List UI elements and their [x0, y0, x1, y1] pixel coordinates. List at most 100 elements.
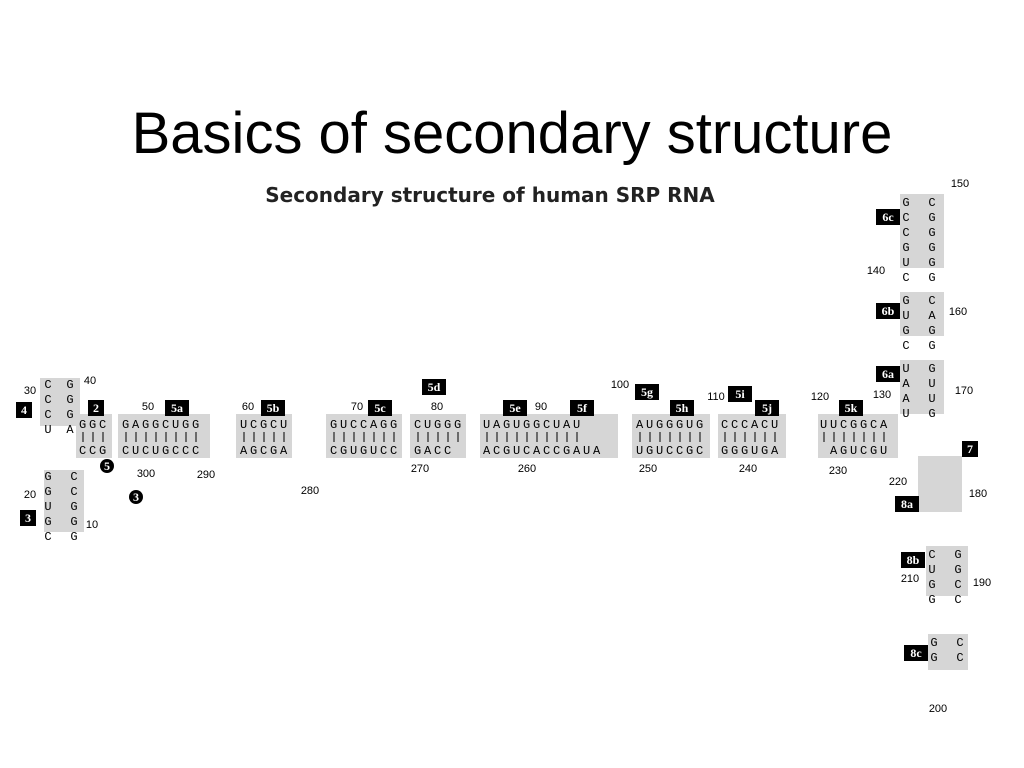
helix-marker: [16, 402, 32, 418]
helix-label: 5i: [735, 387, 745, 401]
vertical-strand: UAAU: [899, 362, 913, 422]
helix-marker: [876, 366, 900, 382]
helix-box: [818, 414, 898, 458]
helix-marker: [876, 303, 900, 319]
helix-marker: [165, 400, 189, 416]
figure-title: Secondary structure of human SRP RNA: [265, 183, 715, 207]
helix-marker: [129, 490, 143, 504]
bottom-strand: ACGUCACCGAUA: [483, 444, 603, 458]
position-number: 90: [535, 401, 547, 413]
helix-marker: [100, 459, 114, 473]
position-number: 210: [901, 573, 919, 585]
vertical-strand: GUUG: [925, 362, 939, 422]
helix-label: 4: [21, 403, 27, 417]
helix-box: [632, 414, 710, 458]
helix-marker: [503, 400, 527, 416]
helix-marker: [368, 400, 392, 416]
helix-label: 3: [25, 511, 31, 525]
bottom-strand: AGUCGU: [830, 444, 890, 458]
position-number: 70: [351, 401, 363, 413]
helix-label: 5j: [762, 401, 772, 415]
helix-label: 8c: [910, 646, 922, 660]
position-number: 230: [829, 465, 847, 477]
top-strand: UAGUGGCUAU: [483, 418, 583, 432]
helix-label: 5b: [267, 401, 280, 415]
vertical-strand: CGGGGG: [925, 196, 939, 286]
position-number: 150: [951, 178, 969, 190]
vertical-strand: CAGG: [925, 294, 939, 354]
position-number: 260: [518, 463, 536, 475]
top-strand: CCCACU: [721, 418, 781, 432]
helix-box: [928, 634, 968, 670]
position-number: 190: [973, 577, 991, 589]
helix-box: [900, 360, 944, 414]
position-number: 270: [411, 463, 429, 475]
vertical-strand: GCCGUC: [899, 196, 913, 286]
vertical-strand: GG: [927, 636, 941, 666]
top-strand: GUCCAGG: [330, 418, 400, 432]
helix-marker: [635, 384, 659, 400]
helix-marker: [670, 400, 694, 416]
helix-box: [40, 378, 80, 426]
position-number: 140: [867, 265, 885, 277]
position-number: 300: [137, 468, 155, 480]
position-number: 130: [873, 389, 891, 401]
helix-label: 8a: [901, 497, 913, 511]
position-number: 40: [84, 375, 96, 387]
helix-marker: [261, 400, 285, 416]
helix-marker: [901, 552, 925, 568]
position-number: 160: [949, 306, 967, 318]
helix-label: 3: [133, 490, 139, 504]
helix-box: [44, 470, 84, 532]
position-number: 120: [811, 391, 829, 403]
bottom-strand: GGGUGA: [721, 444, 781, 458]
top-strand: GAGGCUGG: [122, 418, 202, 432]
position-number: 280: [301, 485, 319, 497]
vertical-strand: GGUGC: [41, 470, 55, 545]
helix-label: 2: [93, 401, 99, 415]
helix-label: 5h: [676, 401, 689, 415]
helix-marker: [728, 386, 752, 402]
helix-box: [118, 414, 210, 458]
helix-marker: [904, 645, 928, 661]
helix-label: 6a: [882, 367, 894, 381]
helix-label: 5: [104, 459, 110, 473]
helix-label: 8b: [907, 553, 920, 567]
vertical-strand: GUGC: [899, 294, 913, 354]
position-number: 50: [142, 401, 154, 413]
helix-label: 6b: [882, 304, 895, 318]
top-strand: UCGCU: [240, 418, 290, 432]
position-number: 20: [24, 489, 36, 501]
position-number: 110: [707, 391, 725, 403]
helix-box: [900, 292, 944, 336]
position-number: 80: [431, 401, 443, 413]
position-number: 240: [739, 463, 757, 475]
bottom-strand: UGUCCGC: [636, 444, 706, 458]
vertical-strand: GGGA: [63, 378, 77, 438]
vertical-strand: CCCU: [41, 378, 55, 438]
bottom-strand: AGCGA: [240, 444, 290, 458]
helix-marker: [88, 400, 104, 416]
bottom-strand: CUCUGCCC: [122, 444, 202, 458]
top-strand: CUGGG: [414, 418, 464, 432]
bottom-strand: CCG: [79, 444, 109, 458]
vertical-strand: CUGG: [925, 548, 939, 608]
bottom-strand: GACC: [414, 444, 454, 458]
helix-label: 5c: [374, 401, 386, 415]
slide-title: Basics of secondary structure: [131, 101, 893, 166]
helix-marker: [962, 441, 978, 457]
position-number: 30: [24, 385, 36, 397]
helix-marker: [895, 496, 919, 512]
position-number: 100: [611, 379, 629, 391]
helix-marker: [20, 510, 36, 526]
position-number: 250: [639, 463, 657, 475]
position-number: 60: [242, 401, 254, 413]
helix-label: 6c: [882, 210, 894, 224]
vertical-strand: CCGGG: [67, 470, 81, 545]
helix-label: 5g: [641, 385, 653, 399]
position-number: 180: [969, 488, 987, 500]
helix-label: 5a: [171, 401, 183, 415]
helix-marker: [570, 400, 594, 416]
helix-box: [900, 194, 944, 268]
